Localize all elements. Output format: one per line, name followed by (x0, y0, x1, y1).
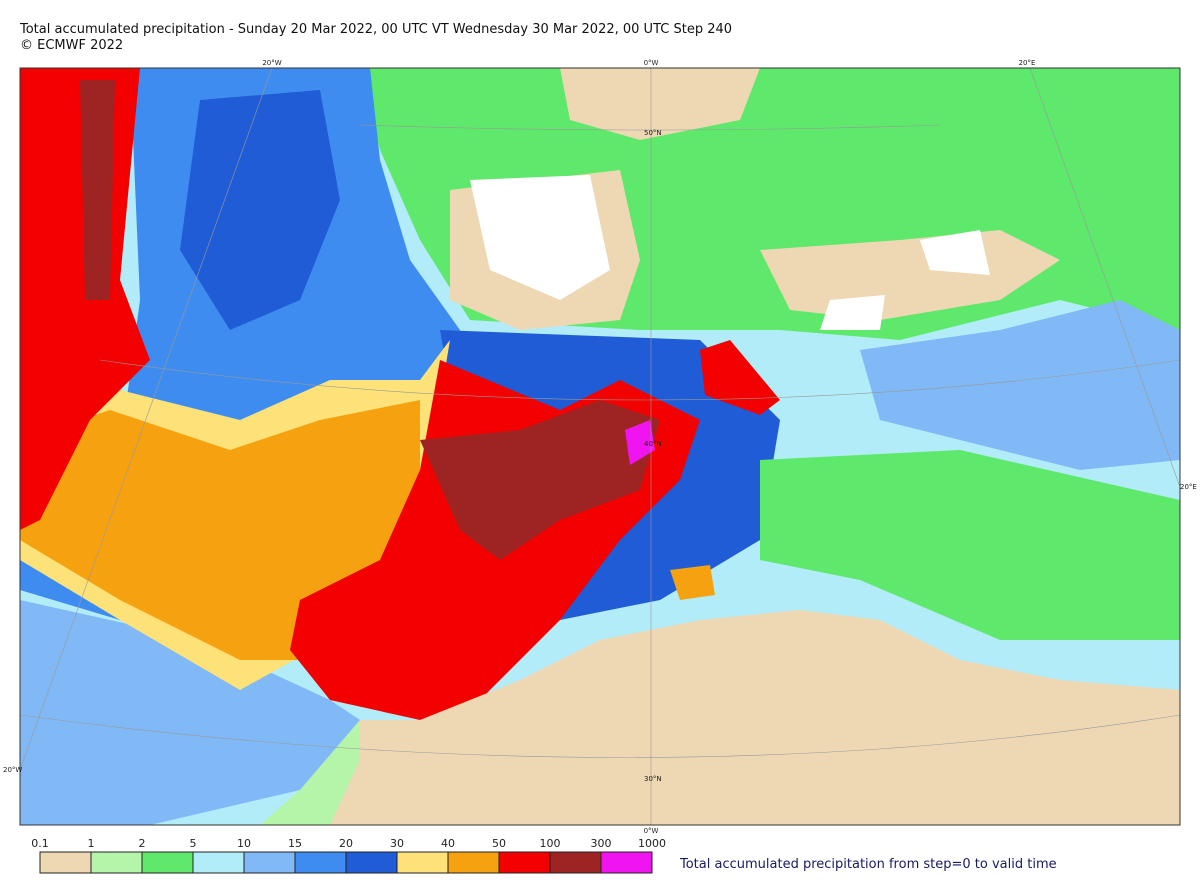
legend-label: 1 (88, 837, 95, 850)
legend-swatch (396, 851, 449, 874)
legend-label: 15 (288, 837, 302, 850)
graticule-label: 20°W (262, 59, 281, 67)
legend-swatch (498, 851, 551, 874)
legend-label: 50 (492, 837, 506, 850)
legend-swatch (141, 851, 194, 874)
legend-label: 5 (190, 837, 197, 850)
graticule-label: 50°N (644, 129, 662, 137)
legend-label: 300 (591, 837, 612, 850)
legend-swatch (447, 851, 500, 874)
legend-label: 0.1 (31, 837, 49, 850)
legend-swatch (549, 851, 602, 874)
legend-label: 100 (540, 837, 561, 850)
copyright: © ECMWF 2022 (20, 38, 124, 53)
legend-caption: Total accumulated precipitation from ste… (679, 857, 1057, 872)
graticule-label: 20°W (3, 766, 22, 774)
legend-swatch (243, 851, 296, 874)
graticule-label: 40°N (644, 440, 662, 448)
legend-label: 20 (339, 837, 353, 850)
legend-swatch (90, 851, 143, 874)
legend-swatch (294, 851, 347, 874)
graticule-label: 20°E (1180, 483, 1197, 491)
map (19, 67, 1181, 826)
graticule-label: 20°E (1019, 59, 1036, 67)
legend-swatch (345, 851, 398, 874)
legend-label: 30 (390, 837, 404, 850)
legend-swatch (192, 851, 245, 874)
legend: 0.1 1 2 5 10 15 20 30 40 50 100 300 1000 (31, 837, 666, 874)
graticule-label: 0°W (644, 827, 659, 835)
graticule-label: 30°N (644, 775, 662, 783)
title: Total accumulated precipitation - Sunday… (20, 22, 733, 37)
legend-label: 2 (139, 837, 146, 850)
legend-swatch (600, 851, 653, 874)
graticule-label: 0°W (644, 59, 659, 67)
legend-swatch (39, 851, 92, 874)
legend-label: 1000 (638, 837, 666, 850)
legend-label: 10 (237, 837, 251, 850)
legend-label: 40 (441, 837, 455, 850)
